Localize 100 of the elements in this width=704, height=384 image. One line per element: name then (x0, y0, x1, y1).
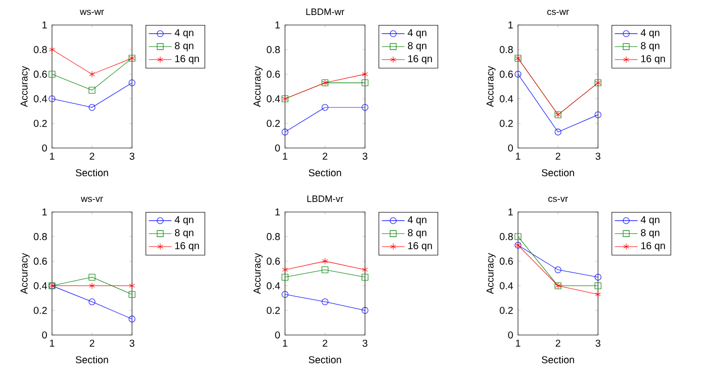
x-tick-label: 1 (516, 340, 520, 347)
legend-label: 16 qn (641, 55, 665, 64)
point (594, 111, 602, 118)
x-axis-title: Section (76, 356, 108, 364)
chart-title: LBDM-vr (307, 196, 344, 202)
y-tick-label: 0.6 (266, 258, 280, 265)
x-tick-label: 2 (322, 340, 328, 347)
point (128, 291, 136, 298)
y-tick-label: 0.2 (500, 306, 513, 314)
point (88, 86, 96, 94)
legend-label: 4 qn (408, 29, 426, 38)
point (322, 258, 328, 265)
point (88, 104, 96, 111)
x-tick-label: 3 (130, 340, 134, 347)
y-tick-label: 0.4 (34, 282, 48, 290)
point (322, 104, 328, 111)
y-axis-title: Accuracy (254, 252, 263, 294)
point (554, 128, 562, 136)
point (554, 266, 562, 274)
x-tick-label: 1 (50, 340, 54, 347)
x-tick-label: 1 (50, 152, 54, 160)
legend-label: 4 qn (408, 216, 426, 226)
point (514, 233, 522, 240)
y-tick-label: 0 (508, 144, 513, 152)
y-tick-label: 0.6 (266, 70, 280, 78)
y-axis-title: Accuracy (20, 66, 30, 108)
x-axis-title: Section (308, 168, 342, 176)
point (362, 266, 368, 274)
y-axis-title: Accuracy (20, 252, 30, 294)
y-tick-label: 1 (275, 208, 280, 216)
point (514, 70, 522, 78)
legend-label: 4 qn (640, 29, 660, 38)
point (282, 266, 288, 274)
x-tick-label: 3 (362, 340, 368, 347)
legend-label: 16 qn (408, 242, 432, 252)
point (89, 70, 95, 78)
y-tick-label: 0 (508, 331, 513, 339)
y-tick-label: 1 (508, 208, 513, 216)
point (595, 291, 601, 298)
y-tick-label: 0.2 (266, 120, 280, 127)
y-tick-label: 1 (275, 22, 280, 28)
y-axis-title: Accuracy (486, 66, 496, 108)
legend-label: 16 qn (175, 242, 199, 252)
y-tick-label: 0.8 (266, 233, 280, 240)
x-tick-label: 3 (596, 152, 600, 160)
y-tick-label: 1 (508, 22, 513, 28)
legend-label: 8 qn (174, 42, 194, 52)
y-tick-label: 1 (42, 22, 47, 28)
x-tick-label: 2 (90, 152, 94, 160)
y-tick-label: 0.8 (500, 46, 513, 54)
legend-label: 8 qn (640, 42, 660, 52)
y-tick-label: 0.2 (34, 120, 47, 127)
y-tick-label: 0.2 (34, 306, 47, 314)
point (89, 282, 95, 290)
y-tick-label: 1 (42, 208, 47, 216)
y-tick-label: 0.8 (266, 46, 280, 54)
x-tick-label: 2 (556, 152, 560, 160)
point (48, 70, 56, 78)
y-tick-label: 0.6 (500, 70, 513, 78)
chart-title: ws-wr (80, 10, 104, 15)
y-tick-label: 0.2 (500, 120, 513, 127)
x-axis-title: Section (76, 168, 108, 176)
x-axis-title: Section (308, 356, 342, 364)
y-tick-label: 0.4 (500, 282, 513, 290)
y-tick-label: 0.8 (34, 46, 47, 54)
point (322, 266, 328, 274)
legend-label: 4 qn (174, 29, 194, 38)
point (282, 274, 288, 281)
x-tick-label: 2 (90, 340, 94, 347)
point (128, 316, 136, 322)
point (322, 298, 328, 306)
y-tick-label: 0.8 (500, 233, 513, 240)
point (88, 298, 96, 306)
y-tick-label: 0.4 (266, 95, 280, 102)
point (129, 282, 135, 290)
legend-label: 16 qn (175, 55, 199, 64)
legend-label: 16 qn (641, 242, 665, 252)
point (88, 274, 96, 281)
y-tick-label: 0.4 (500, 95, 513, 102)
legend-label: 4 qn (640, 216, 660, 226)
point (594, 274, 602, 281)
point (128, 79, 136, 86)
x-axis-title: Section (542, 356, 574, 364)
x-tick-label: 1 (516, 152, 520, 160)
point (49, 46, 55, 53)
chart-title: ws-vr (80, 196, 103, 202)
legend-label: 8 qn (174, 229, 194, 238)
y-tick-label: 0 (42, 144, 47, 152)
point (362, 79, 368, 86)
y-tick-label: 0.6 (34, 258, 47, 265)
legend-label: 8 qn (640, 229, 660, 238)
y-tick-label: 0.6 (34, 70, 47, 78)
y-axis-title: Accuracy (486, 252, 496, 294)
y-tick-label: 0.6 (500, 258, 513, 265)
x-tick-label: 2 (556, 340, 560, 347)
y-tick-label: 0.2 (266, 306, 280, 314)
y-tick-label: 0 (275, 144, 280, 152)
point (362, 274, 368, 281)
y-tick-label: 0.8 (34, 233, 47, 240)
y-tick-label: 0.4 (266, 282, 280, 290)
